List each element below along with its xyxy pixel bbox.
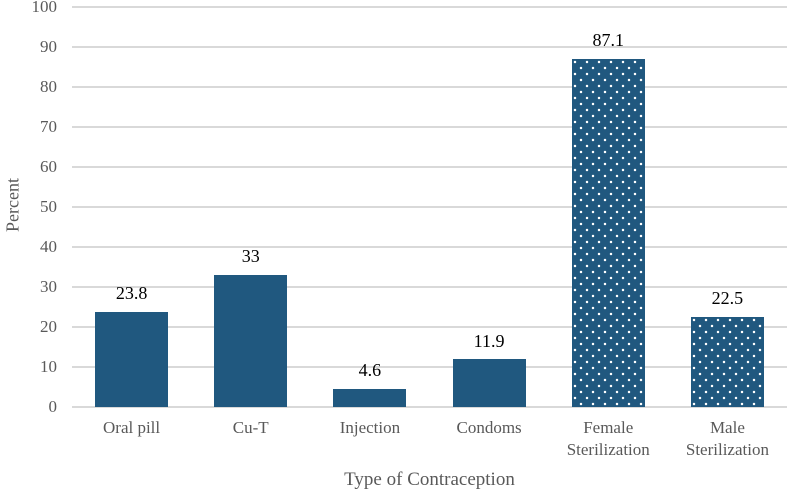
gridline: [72, 206, 787, 208]
bar-value-label: 87.1: [592, 29, 625, 50]
gridline: [72, 166, 787, 168]
gridline: [72, 366, 787, 368]
y-tick-label: 30: [40, 277, 57, 296]
x-tick-label: Oral pill: [103, 418, 161, 437]
bar-value-label: 11.9: [473, 330, 505, 351]
bar-injection: [333, 388, 407, 407]
gridline: [72, 286, 787, 288]
y-tick-label: 70: [40, 117, 57, 136]
y-tick-label: 40: [40, 237, 57, 256]
gridline: [72, 126, 787, 128]
x-tick-label: Female Sterilization: [566, 418, 650, 459]
bar-female-sterilization: [571, 58, 645, 407]
gridline: [72, 86, 787, 88]
y-tick-label: 10: [40, 357, 57, 376]
y-tick-label: 90: [40, 37, 57, 56]
y-tick-label: 0: [48, 397, 58, 416]
y-tick-label: 100: [31, 0, 58, 16]
gridline: [72, 406, 787, 408]
x-tick-label: Male Sterilization: [685, 418, 769, 459]
bar-value-label: 22.5: [711, 288, 744, 309]
y-tick-label: 60: [40, 157, 57, 176]
bar-oral-pill: [95, 311, 169, 407]
x-tick-label: Condoms: [456, 418, 522, 437]
bar-condoms: [452, 359, 526, 407]
x-tick-label: Cu-T: [232, 418, 269, 437]
bar-value-label: 4.6: [358, 359, 382, 380]
gridline: [72, 246, 787, 248]
bar-value-label: 33: [241, 246, 260, 267]
x-axis-title: Type of Contraception: [344, 469, 515, 490]
bar-value-label: 23.8: [115, 283, 148, 304]
gridline: [72, 46, 787, 48]
bar-male-sterilization: [690, 317, 764, 407]
x-tick-label: Injection: [339, 418, 401, 437]
plot-area: 23.8 33 4.6 11.9 87.1 22.5: [72, 6, 787, 408]
gridline: [72, 326, 787, 328]
bar-cu-t: [214, 275, 288, 407]
x-axis-tick-labels: Oral pill Cu-T Injection Condoms Female Ster…: [72, 417, 787, 465]
y-tick-label: 50: [40, 197, 57, 216]
y-tick-label: 80: [40, 77, 57, 96]
y-tick-label: 20: [40, 317, 57, 336]
gridline: [72, 6, 787, 8]
